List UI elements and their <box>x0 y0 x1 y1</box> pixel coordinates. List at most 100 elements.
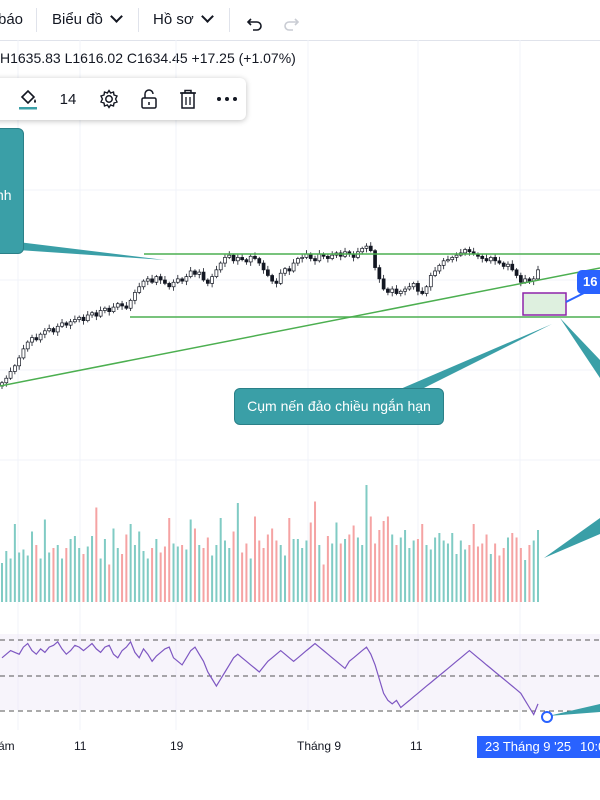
divider <box>138 8 139 32</box>
candle <box>171 279 176 291</box>
callout-pointer <box>544 518 600 558</box>
candle <box>94 309 99 321</box>
candle <box>128 298 133 312</box>
candle <box>145 276 150 286</box>
rsi-point-marker[interactable] <box>541 711 553 723</box>
volume-bar <box>361 545 364 602</box>
volume-bar <box>331 543 334 602</box>
volume-bar <box>476 546 479 602</box>
menu-partial[interactable]: báo <box>0 11 24 28</box>
volume-bar <box>31 531 34 602</box>
volume-bar <box>322 564 325 602</box>
volume-bar <box>365 485 368 602</box>
volume-bar <box>138 531 141 602</box>
candle <box>158 273 163 284</box>
volume-bar <box>489 554 492 602</box>
candle <box>124 302 129 310</box>
volume-bar <box>5 551 8 602</box>
volume-bar <box>326 536 329 602</box>
candle <box>175 274 180 284</box>
candle <box>193 269 197 278</box>
volume-bar <box>356 537 359 602</box>
candle <box>60 318 64 328</box>
trash-icon[interactable] <box>176 87 200 111</box>
volume-bar <box>348 534 351 602</box>
candle <box>77 315 82 323</box>
volume-bar <box>121 554 124 602</box>
volume-bar <box>1 563 3 602</box>
volume-bar <box>442 540 445 602</box>
volume-bar <box>532 540 535 602</box>
candle <box>287 265 292 275</box>
candle <box>373 248 377 271</box>
candle <box>377 264 382 283</box>
volume-bar <box>429 549 432 602</box>
candle <box>497 256 502 265</box>
candle <box>188 267 193 279</box>
candle <box>390 286 395 297</box>
volume-bar <box>228 548 231 602</box>
volume-bar <box>189 519 192 602</box>
volume-bar <box>275 540 278 602</box>
left-callout[interactable]: nh <box>0 128 24 254</box>
trend-line[interactable] <box>0 267 600 387</box>
candle <box>98 306 103 318</box>
candle <box>163 276 167 286</box>
chart-menu-button[interactable]: Biểu đồ <box>52 0 123 40</box>
paint-bucket-icon[interactable] <box>16 87 40 111</box>
volume-bar <box>506 537 509 602</box>
volume-bar <box>48 552 51 602</box>
more-icon[interactable] <box>214 87 240 111</box>
profile-menu-button[interactable]: Hồ sơ <box>153 0 214 40</box>
volume-bar <box>95 507 98 602</box>
gear-icon[interactable] <box>97 87 121 111</box>
candle <box>326 253 330 263</box>
volume-bar <box>146 558 149 602</box>
candle <box>270 273 274 284</box>
candle <box>103 306 107 314</box>
candle <box>34 333 39 342</box>
volume-bar <box>181 545 184 602</box>
volume-bar <box>39 558 42 602</box>
x-tick-label: Tháng 9 <box>297 739 341 753</box>
font-size-button[interactable]: 14 <box>59 90 77 108</box>
candle <box>317 250 322 263</box>
candle <box>514 268 519 279</box>
candle <box>510 260 515 272</box>
volume-bar <box>511 533 514 602</box>
candle <box>141 279 146 290</box>
candle <box>21 344 26 360</box>
x-tick-label: 11 <box>410 739 423 753</box>
volume-bar <box>241 552 244 602</box>
volume-bar <box>404 530 407 602</box>
volume-bar <box>18 552 21 602</box>
volume-bar <box>172 543 175 602</box>
candle <box>55 323 60 336</box>
redo-icon[interactable] <box>282 10 302 31</box>
candle <box>248 253 253 266</box>
callout-pointer <box>398 324 552 390</box>
volume-bar <box>335 522 338 602</box>
candle <box>38 332 43 343</box>
candle <box>261 260 266 274</box>
undo-icon[interactable] <box>244 10 264 31</box>
volume-bar <box>163 546 166 602</box>
callout-pointer <box>560 318 600 378</box>
reversal-callout[interactable]: Cụm nến đảo chiều ngắn hạn <box>234 388 444 425</box>
reversal-highlight-box[interactable] <box>522 292 567 316</box>
ohlc-high: H1635.83 <box>0 50 61 66</box>
volume-bar <box>301 548 304 602</box>
volume-bar <box>215 545 218 602</box>
candle <box>115 302 120 310</box>
candle <box>424 285 429 297</box>
candle <box>184 273 189 286</box>
price-badge[interactable]: 16 <box>577 270 600 294</box>
unlock-icon[interactable] <box>137 87 161 111</box>
selected-time-tag: 10:0 <box>574 736 600 758</box>
volume-bar <box>198 545 201 602</box>
candle <box>107 305 112 316</box>
callout-pointer <box>548 704 600 716</box>
volume-bar <box>524 560 527 602</box>
candle <box>428 272 433 291</box>
candle <box>150 274 154 284</box>
